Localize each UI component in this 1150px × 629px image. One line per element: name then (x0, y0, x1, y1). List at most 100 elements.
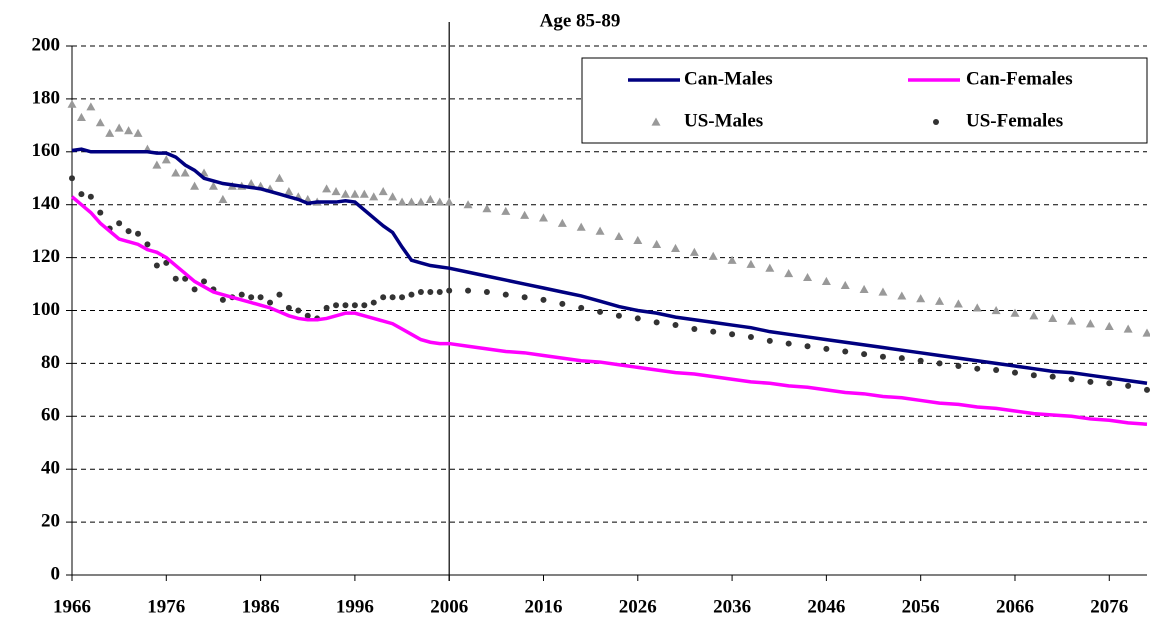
dot-point (427, 288, 434, 295)
triangle-point (859, 284, 869, 293)
x-tick-label: 2046 (807, 596, 845, 617)
dot-point (917, 357, 924, 364)
triangle-point (746, 259, 756, 268)
triangle-point (274, 173, 284, 182)
dot-point (879, 353, 886, 360)
dot-point (1011, 369, 1018, 376)
dot-point (408, 291, 415, 298)
triangle-point (671, 243, 681, 252)
triangle-point (1029, 311, 1039, 320)
triangle-point (935, 296, 945, 305)
dot-point (333, 302, 340, 309)
legend-box (581, 57, 1148, 144)
triangle-point (803, 272, 813, 282)
x-tick-label: 2026 (619, 596, 657, 617)
series-line (71, 147, 1148, 385)
dot-point (380, 294, 387, 301)
x-tick-label: 2056 (902, 596, 940, 617)
triangle-point (1104, 321, 1114, 330)
triangle-point (190, 181, 200, 190)
triangle-point (614, 231, 624, 241)
triangle-point (953, 299, 963, 308)
dot-point (559, 300, 566, 307)
triangle-point (972, 303, 982, 312)
x-tick-label: 2006 (430, 596, 468, 617)
dot-point (1030, 372, 1037, 379)
dot-point (351, 302, 358, 309)
dot-point (483, 288, 490, 295)
triangle-point (916, 294, 926, 303)
dot-point (125, 228, 132, 235)
dot-point (163, 259, 170, 266)
triangle-point (501, 206, 511, 215)
dot-point (1144, 386, 1150, 393)
dot-point (436, 288, 443, 295)
dot-point (1125, 382, 1132, 389)
dot-point (295, 307, 302, 314)
dot-point (785, 340, 792, 347)
dot-point (766, 337, 773, 344)
triangle-point (595, 226, 605, 235)
triangle-point (416, 197, 426, 206)
triangle-point (1085, 319, 1095, 328)
triangle-point (161, 155, 171, 164)
triangle-point (76, 112, 86, 122)
x-tick-label: 2076 (1090, 596, 1128, 617)
triangle-point (406, 197, 416, 206)
dot-point (653, 319, 660, 326)
dot-point (861, 351, 868, 358)
triangle-point (991, 306, 1001, 315)
triangle-point (388, 192, 398, 201)
dot-point (691, 326, 698, 333)
y-tick-label: 60 (41, 405, 60, 426)
triangle-point (95, 118, 105, 127)
y-tick-label: 140 (32, 193, 61, 214)
triangle-point (208, 181, 218, 190)
triangle-point (1010, 308, 1020, 317)
y-tick-label: 200 (32, 34, 61, 55)
triangle-point (1048, 313, 1058, 323)
triangle-point (727, 255, 737, 264)
x-tick-label: 1996 (336, 596, 374, 617)
dot-point (389, 294, 396, 301)
x-tick-label: 2016 (524, 596, 562, 617)
dot-point (1049, 373, 1056, 380)
dot-point (219, 296, 226, 303)
dot-point (323, 304, 330, 311)
dot-point (78, 191, 85, 198)
dot-point (672, 322, 679, 329)
triangle-point (133, 128, 143, 137)
triangle-point (322, 184, 332, 193)
x-tick-label: 1976 (147, 596, 185, 617)
triangle-point (1142, 328, 1150, 337)
y-tick-label: 40 (41, 458, 60, 479)
dot-point (898, 355, 905, 362)
triangle-point (378, 186, 388, 196)
dot-point (417, 288, 424, 295)
dot-point (502, 291, 509, 298)
triangle-point (708, 251, 718, 260)
dot-point (285, 304, 292, 311)
dot-point (276, 291, 283, 298)
triangle-point (557, 218, 567, 227)
triangle-point (482, 204, 492, 213)
triangle-point (359, 189, 369, 198)
triangle-point (369, 192, 379, 201)
dot-point (1106, 380, 1113, 387)
triangle-point (171, 168, 181, 177)
triangle-point (576, 222, 586, 231)
dot-point (399, 294, 406, 301)
dot-point (1087, 378, 1094, 385)
dot-point (304, 312, 311, 319)
dot-point (182, 275, 189, 282)
y-tick-label: 0 (51, 563, 61, 584)
triangle-point (218, 194, 228, 204)
dot-point (521, 294, 528, 301)
triangle-point (246, 179, 256, 188)
triangle-point (284, 186, 294, 196)
triangle-point (152, 160, 162, 169)
dot-point (465, 287, 472, 294)
triangle-point (67, 99, 77, 108)
dot-point (257, 294, 264, 301)
